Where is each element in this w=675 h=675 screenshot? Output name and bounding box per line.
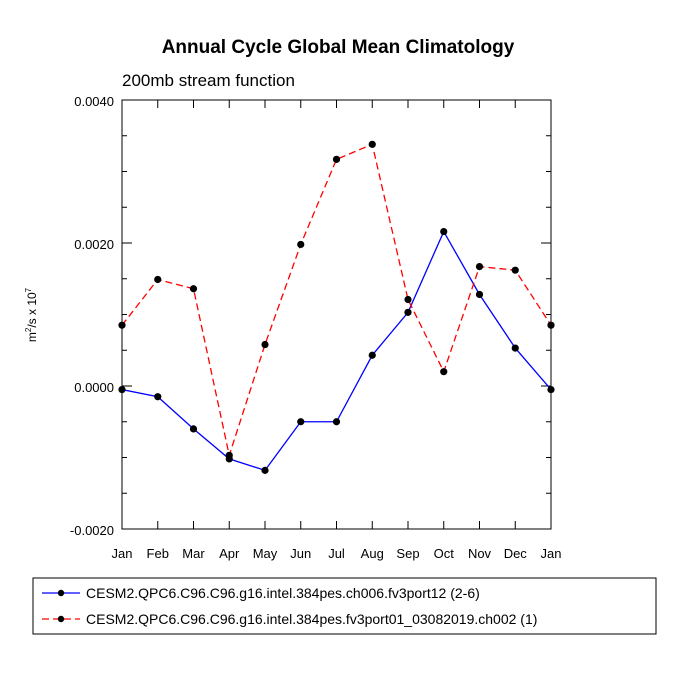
- x-tick-label: May: [253, 546, 278, 561]
- data-point: [547, 321, 555, 329]
- y-axis-label: m2/s x 107: [24, 287, 39, 342]
- data-point: [118, 321, 126, 329]
- data-point: [440, 227, 448, 236]
- x-tick-label: Nov: [468, 546, 492, 561]
- legend-item-series-2: CESM2.QPC6.C96.C96.g16.intel.384pes.fv3p…: [42, 611, 537, 627]
- data-point: [368, 140, 376, 148]
- series-line-1: [121, 230, 552, 472]
- y-tick-label: 0.0040: [74, 94, 114, 109]
- legend-frame: [32, 577, 657, 635]
- x-tick-label: Mar: [182, 546, 205, 561]
- data-point: [154, 393, 162, 401]
- x-tick-label: Oct: [434, 546, 455, 561]
- legend-label-series-2: CESM2.QPC6.C96.C96.g16.intel.384pes.fv3p…: [86, 611, 537, 627]
- data-point: [297, 418, 305, 426]
- y-tick-label: -0.0020: [70, 523, 114, 538]
- x-tick-label: Jun: [290, 546, 311, 561]
- data-point: [154, 275, 162, 284]
- data-point: [440, 368, 448, 376]
- y-tick-label: 0.0000: [74, 380, 114, 395]
- series-line-2: [121, 143, 552, 458]
- data-point: [261, 466, 269, 474]
- series-2: [118, 140, 555, 459]
- data-point: [189, 285, 198, 293]
- axes: Jan Feb Mar Apr May Jun Jul Aug Sep Oct Nov Dec Jan -…: [70, 94, 562, 561]
- x-tick-label: Jul: [328, 546, 345, 561]
- legend: CESM2.QPC6.C96.C96.g16.intel.384pes.ch00…: [32, 577, 657, 635]
- legend-label-series-1: CESM2.QPC6.C96.C96.g16.intel.384pes.ch00…: [86, 585, 480, 601]
- data-point: [332, 418, 341, 426]
- data-point: [475, 262, 484, 271]
- data-point: [475, 290, 484, 299]
- data-point: [511, 344, 519, 352]
- plot-frame: [121, 99, 552, 530]
- legend-marker-series-2: [57, 615, 65, 623]
- chart-title: Annual Cycle Global Mean Climatology: [162, 37, 515, 58]
- x-tick-label: Jan: [112, 546, 133, 561]
- data-point: [189, 425, 198, 433]
- x-tick-label: Sep: [396, 546, 419, 561]
- x-tick-label: Dec: [504, 546, 528, 561]
- y-tick-label: 0.0020: [74, 237, 114, 252]
- x-tick-label: Feb: [147, 546, 169, 561]
- data-point: [225, 451, 233, 459]
- legend-marker-series-1: [57, 589, 65, 597]
- x-tick-label: Apr: [219, 546, 240, 561]
- data-point: [118, 385, 126, 394]
- x-tick-label: Jan: [541, 546, 562, 561]
- series-layer: [118, 140, 555, 474]
- data-point: [297, 240, 305, 249]
- legend-item-series-1: CESM2.QPC6.C96.C96.g16.intel.384pes.ch00…: [42, 585, 480, 601]
- data-point: [368, 351, 376, 359]
- x-tick-label: Aug: [361, 546, 384, 561]
- data-point: [404, 295, 412, 304]
- data-point: [261, 340, 269, 349]
- data-point: [547, 385, 555, 394]
- data-point: [404, 308, 412, 316]
- data-point: [511, 266, 519, 274]
- data-point: [332, 155, 341, 163]
- chart-subtitle: 200mb stream function: [122, 71, 295, 90]
- series-1: [118, 227, 555, 474]
